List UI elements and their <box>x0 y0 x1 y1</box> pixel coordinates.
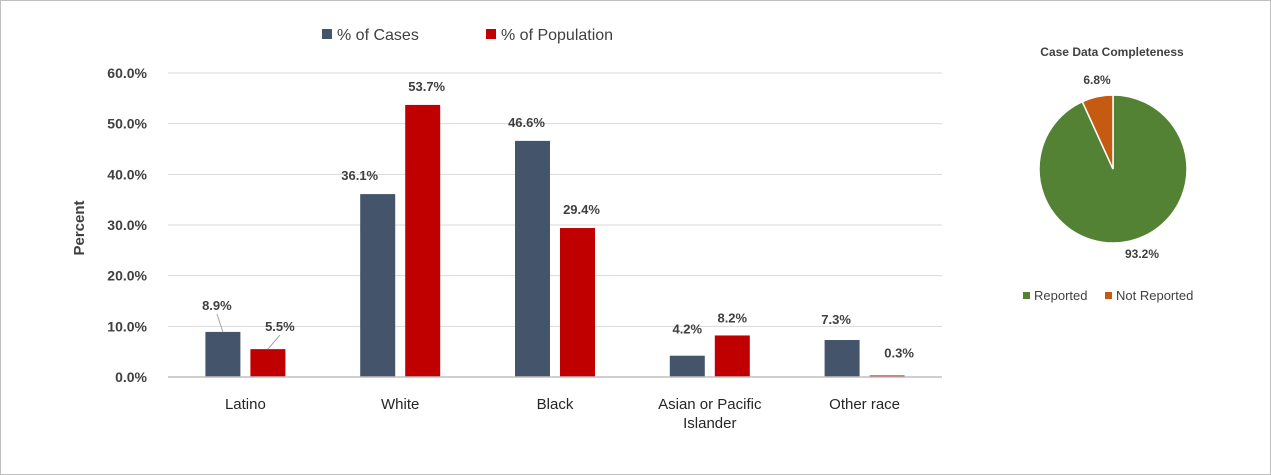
bar-chart: 0.0% 10.0% 20.0% 30.0% 40.0% 50.0% 60.0% 8.9% 5… <box>71 27 942 432</box>
bar-population <box>405 104 441 378</box>
x-axis-categories: Latino White Black Asian or Pacific Islander… <box>225 396 900 432</box>
bar-cases <box>205 331 241 377</box>
legend-swatch-population <box>486 29 496 39</box>
y-axis-label: Percent <box>71 200 88 255</box>
data-label-cases: 4.2% <box>672 322 702 337</box>
bar-cases <box>824 340 860 377</box>
y-tick-label: 20.0% <box>107 268 147 284</box>
category-label: Other race <box>829 396 900 413</box>
leader-line <box>216 313 224 333</box>
category-label: White <box>381 396 419 413</box>
y-tick-label: 50.0% <box>107 116 147 132</box>
y-tick-label: 60.0% <box>107 65 147 81</box>
data-label-population: 29.4% <box>563 202 600 217</box>
category-label: Latino <box>225 396 266 413</box>
y-tick-label: 10.0% <box>107 318 147 334</box>
data-label-population: 53.7% <box>408 79 445 94</box>
bar-cases <box>360 194 396 377</box>
bar-population <box>869 375 905 377</box>
gridlines <box>168 72 942 327</box>
y-axis-ticks: 0.0% 10.0% 20.0% 30.0% 40.0% 50.0% 60.0% <box>107 65 147 385</box>
bar-population <box>714 335 750 377</box>
data-label-cases: 46.6% <box>508 115 545 130</box>
category-label: Asian or Pacific Islander <box>658 396 762 432</box>
data-label-population: 0.3% <box>884 345 914 360</box>
data-label-population: 8.2% <box>717 310 747 325</box>
bar-cases <box>669 355 705 377</box>
leader-lines <box>216 313 281 350</box>
legend-label-population: % of Population <box>501 27 613 44</box>
data-label-cases: 36.1% <box>341 168 378 183</box>
bar-legend: % of Cases % of Population <box>322 27 613 44</box>
leader-line <box>267 334 281 350</box>
bar-population <box>560 228 595 377</box>
legend-swatch-cases <box>322 29 332 39</box>
y-tick-label: 30.0% <box>107 217 147 233</box>
category-label: Black <box>537 396 574 413</box>
bars <box>205 104 905 378</box>
data-label-population: 5.5% <box>265 319 295 334</box>
data-label-cases: 7.3% <box>821 312 851 327</box>
bar-population <box>250 349 286 377</box>
data-label-cases: 8.9% <box>202 298 232 313</box>
bar-cases <box>515 140 550 377</box>
y-tick-label: 40.0% <box>107 166 147 182</box>
y-tick-label: 0.0% <box>115 369 147 385</box>
legend-label-cases: % of Cases <box>337 27 419 44</box>
data-labels: 8.9% 5.5% 36.1% 53.7% 46.6% 29.4% 4.2% 8.2% 7.3%… <box>202 79 914 361</box>
